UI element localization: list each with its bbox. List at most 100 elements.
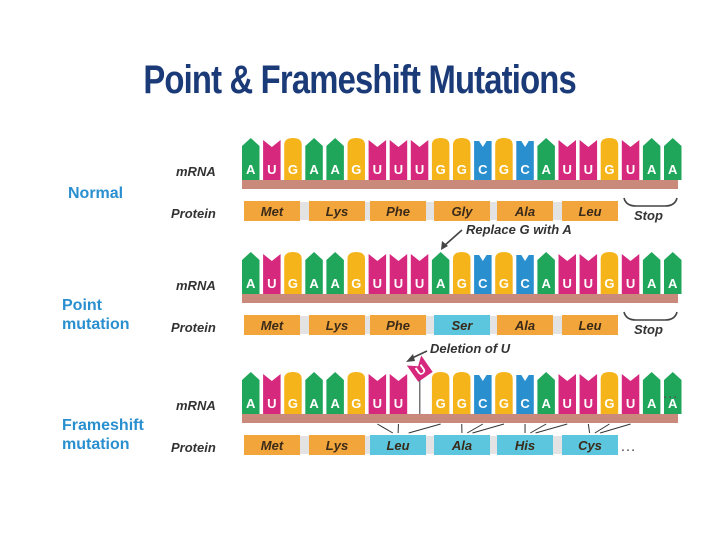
- nucleotide: [263, 374, 281, 414]
- amino-acid-label: Met: [261, 204, 284, 219]
- amino-acid-box: [497, 315, 553, 335]
- nucleotide-letter: U: [267, 396, 276, 411]
- nucleotide-letter: U: [626, 396, 635, 411]
- codon-arrow: [599, 423, 631, 434]
- nucleotide: [664, 252, 682, 294]
- nucleotide-letter: G: [457, 396, 467, 411]
- nucleotide: [495, 372, 513, 414]
- amino-acid-label: His: [515, 438, 535, 453]
- codon-arrow: [587, 423, 591, 434]
- stop-label: Stop: [634, 208, 663, 223]
- nucleotide: [453, 252, 471, 294]
- mrna-label: mRNA: [176, 398, 216, 413]
- codon-arrow: [472, 423, 505, 434]
- nucleotide-letter: A: [309, 162, 319, 177]
- protein-label: Protein: [171, 320, 216, 335]
- nucleotide: [558, 254, 576, 294]
- amino-acid-label: Ser: [452, 318, 474, 333]
- nucleotide: [642, 372, 661, 414]
- nucleotide: [347, 372, 365, 414]
- mrna-ellipsis: …: [662, 385, 678, 402]
- amino-acid-label: Cys: [578, 438, 602, 453]
- nucleotide: [284, 138, 302, 180]
- nucleotide-letter: C: [478, 396, 488, 411]
- nucleotide-letter: U: [373, 162, 382, 177]
- nucleotide-letter: C: [520, 162, 530, 177]
- nucleotide-letter: G: [436, 396, 446, 411]
- nucleotide-letter: A: [246, 162, 256, 177]
- nucleotide: [537, 372, 555, 414]
- amino-acid-label: Met: [261, 318, 284, 333]
- nucleotide: [453, 372, 471, 414]
- amino-acid-label: Gly: [452, 204, 474, 219]
- nucleotide: [431, 252, 450, 294]
- amino-acid-box: [244, 201, 300, 221]
- nucleotide: [579, 374, 598, 414]
- stop-label: Stop: [634, 322, 663, 337]
- amino-acid-box: [370, 201, 426, 221]
- nucleotide-letter: U: [563, 162, 572, 177]
- protein-label: Protein: [171, 206, 216, 221]
- nucleotide: [389, 374, 408, 414]
- nucleotide-letter: U: [626, 162, 635, 177]
- nucleotide-letter: A: [436, 276, 446, 291]
- nucleotide: [263, 140, 281, 180]
- nucleotide: [600, 252, 619, 294]
- nucleotide-letter: U: [563, 276, 572, 291]
- amino-acid-label: Lys: [326, 438, 348, 453]
- amino-acid-label: Ala: [514, 204, 535, 219]
- nucleotide-letter: U: [394, 276, 403, 291]
- amino-acid-box: [497, 201, 553, 221]
- nucleotide: [558, 140, 576, 180]
- nucleotide: [516, 375, 534, 414]
- mrna-backbone: [242, 294, 678, 303]
- nucleotide-letter: U: [373, 276, 382, 291]
- amino-acid-label: Lys: [326, 204, 348, 219]
- nucleotide-letter: G: [499, 162, 509, 177]
- nucleotide-letter: G: [604, 276, 614, 291]
- mrna-label: mRNA: [176, 164, 216, 179]
- nucleotide-letter: A: [309, 396, 319, 411]
- nucleotide-letter: A: [246, 276, 256, 291]
- nucleotide-letter: U: [415, 276, 424, 291]
- slide-title: Point & Frameshift Mutations: [143, 58, 576, 102]
- nucleotide: [516, 255, 534, 294]
- nucleotide: [453, 138, 471, 180]
- amino-acid-box: [497, 435, 553, 455]
- amino-acid-box: [244, 315, 300, 335]
- nucleotide: [516, 141, 534, 180]
- nucleotide: [664, 372, 682, 414]
- amino-acid-box: [370, 315, 426, 335]
- row-name-line: mutation: [62, 436, 130, 453]
- nucleotide-letter: A: [330, 396, 340, 411]
- nucleotide-letter: U: [584, 162, 593, 177]
- nucleotide-letter: G: [288, 162, 298, 177]
- nucleotide: [347, 138, 365, 180]
- amino-acid-box: [244, 435, 300, 455]
- nucleotide: [642, 138, 661, 180]
- row-name-line: Normal: [68, 185, 123, 202]
- codon-arrow: [594, 423, 610, 434]
- nucleotide-letter: U: [373, 396, 382, 411]
- replace-arrowhead: [441, 241, 448, 250]
- deletion-note: Deletion of U: [430, 341, 511, 356]
- nucleotide: [642, 252, 661, 294]
- nucleotide: [242, 372, 260, 414]
- nucleotide: [600, 138, 619, 180]
- nucleotide-letter: A: [541, 396, 551, 411]
- nucleotide-letter: G: [351, 396, 361, 411]
- mrna-backbone: [242, 180, 678, 189]
- nucleotide-letter: U: [394, 396, 403, 411]
- nucleotide-letter: A: [309, 276, 319, 291]
- protein-label: Protein: [171, 440, 216, 455]
- nucleotide-letter: C: [520, 276, 530, 291]
- nucleotide-letter: A: [246, 396, 256, 411]
- nucleotide-letter: A: [668, 276, 678, 291]
- nucleotide: [284, 372, 302, 414]
- nucleotide-letter: G: [288, 396, 298, 411]
- stop-bracket: [623, 197, 678, 207]
- nucleotide: [263, 254, 281, 294]
- nucleotide: [600, 372, 619, 414]
- nucleotide-letter: A: [647, 162, 657, 177]
